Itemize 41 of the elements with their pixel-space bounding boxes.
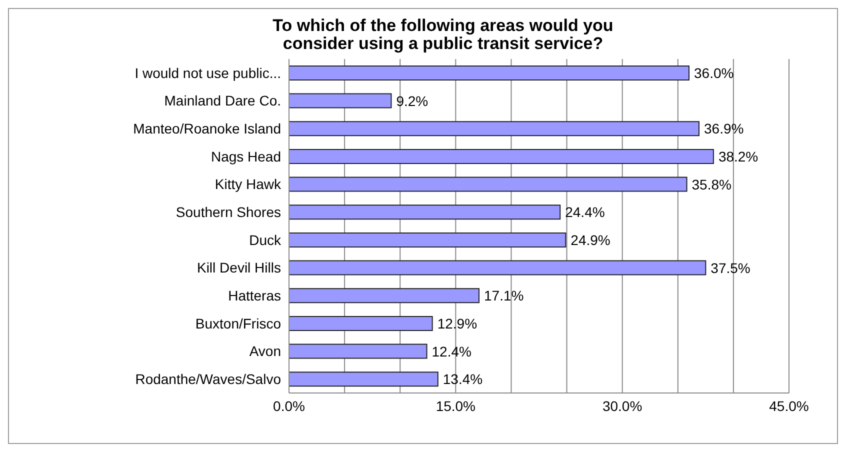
data-label: 36.0% (694, 64, 734, 81)
bar (289, 148, 714, 164)
data-label: 17.1% (484, 288, 524, 304)
y-tick-label: Southern Shores (176, 204, 281, 220)
data-label: 12.4% (432, 343, 472, 360)
bar (289, 65, 690, 80)
y-tick-label: Nags Head (210, 148, 281, 164)
bar (289, 176, 688, 192)
data-label: 24.9% (570, 232, 610, 248)
y-tick-label: Buxton/Frisco (195, 315, 282, 332)
y-tick-label: Rodanthe/Waves/Salvo (135, 371, 282, 388)
bar (289, 121, 700, 136)
data-label: 37.5% (710, 260, 750, 276)
bar (289, 204, 561, 220)
bar (289, 316, 433, 331)
y-tick-label: Manteo/Roanoke Island (133, 120, 281, 137)
y-tick-label: Hatteras (228, 288, 281, 304)
y-tick-label: Mainland Dare Co. (164, 92, 281, 109)
data-label: 12.9% (437, 315, 478, 332)
bar (289, 260, 706, 276)
y-tick-label: Avon (249, 343, 281, 360)
y-tick-label: Kill Devil Hills (196, 260, 281, 276)
data-label: 38.2% (718, 148, 758, 164)
y-tick-label: Duck (249, 232, 282, 248)
x-tick-label: 30.0% (602, 398, 642, 414)
bar (289, 232, 566, 248)
data-label: 24.4% (565, 204, 605, 220)
y-tick-label: I would not use public... (134, 64, 281, 81)
bar (289, 344, 428, 359)
x-tick-label: 0.0% (273, 398, 305, 414)
bar (289, 93, 392, 108)
data-label: 35.8% (692, 176, 732, 192)
x-tick-label: 45.0% (769, 398, 809, 414)
y-tick-label: Kitty Hawk (214, 176, 282, 192)
bar (289, 288, 480, 304)
x-tick-label: 15.0% (436, 398, 476, 414)
data-label: 9.2% (396, 92, 428, 109)
bar (289, 372, 438, 387)
data-label: 13.4% (442, 371, 483, 388)
data-label: 36.9% (704, 120, 744, 137)
chart-title: To which of the following areas would you consider using a public transit service? (272, 16, 614, 53)
